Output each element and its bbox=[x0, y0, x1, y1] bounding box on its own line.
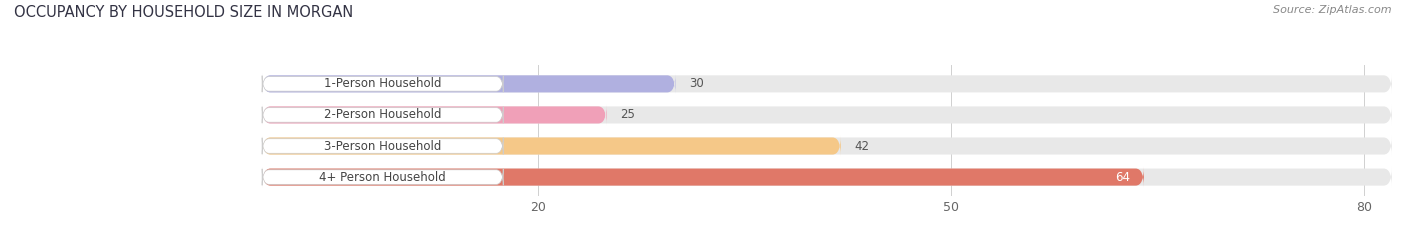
Text: OCCUPANCY BY HOUSEHOLD SIZE IN MORGAN: OCCUPANCY BY HOUSEHOLD SIZE IN MORGAN bbox=[14, 5, 353, 20]
FancyBboxPatch shape bbox=[262, 74, 1392, 94]
FancyBboxPatch shape bbox=[262, 138, 503, 154]
FancyBboxPatch shape bbox=[262, 74, 675, 94]
FancyBboxPatch shape bbox=[262, 169, 503, 185]
FancyBboxPatch shape bbox=[262, 167, 1392, 187]
Text: 42: 42 bbox=[855, 140, 869, 153]
FancyBboxPatch shape bbox=[262, 105, 1392, 125]
Text: Source: ZipAtlas.com: Source: ZipAtlas.com bbox=[1274, 5, 1392, 15]
FancyBboxPatch shape bbox=[262, 136, 841, 156]
Text: 64: 64 bbox=[1115, 171, 1130, 184]
FancyBboxPatch shape bbox=[262, 76, 503, 92]
Text: 2-Person Household: 2-Person Household bbox=[323, 108, 441, 121]
FancyBboxPatch shape bbox=[262, 167, 1144, 187]
Text: 4+ Person Household: 4+ Person Household bbox=[319, 171, 446, 184]
FancyBboxPatch shape bbox=[262, 136, 1392, 156]
Text: 25: 25 bbox=[620, 108, 636, 121]
Text: 1-Person Household: 1-Person Household bbox=[323, 77, 441, 90]
FancyBboxPatch shape bbox=[262, 107, 503, 123]
Text: 30: 30 bbox=[689, 77, 704, 90]
FancyBboxPatch shape bbox=[262, 105, 606, 125]
Text: 3-Person Household: 3-Person Household bbox=[323, 140, 441, 153]
